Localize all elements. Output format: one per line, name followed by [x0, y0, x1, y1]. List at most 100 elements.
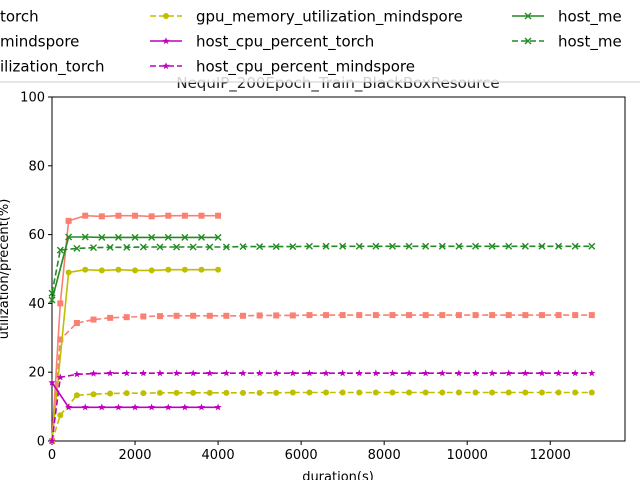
data-point — [522, 389, 529, 396]
data-point — [165, 212, 172, 219]
data-point — [114, 403, 123, 411]
data-point — [189, 243, 197, 251]
data-point — [388, 242, 396, 250]
data-point — [488, 242, 496, 250]
data-point — [522, 312, 529, 319]
data-point — [521, 369, 529, 377]
data-point — [256, 389, 263, 396]
legend-label: mindspore — [0, 33, 79, 51]
data-point — [148, 213, 155, 220]
data-point — [56, 373, 64, 381]
legend-swatch-marker — [162, 62, 170, 70]
data-point — [123, 390, 130, 397]
data-point — [48, 378, 56, 386]
data-point — [81, 233, 89, 241]
data-point — [115, 212, 122, 219]
data-point — [132, 212, 139, 219]
data-point — [181, 403, 189, 411]
y-tick-label: 80 — [28, 159, 45, 174]
legend-swatch-marker — [524, 37, 532, 45]
data-point — [131, 233, 139, 241]
data-point — [355, 369, 363, 377]
data-point — [164, 403, 172, 411]
data-point — [439, 389, 446, 396]
data-point — [156, 369, 164, 377]
data-point — [90, 391, 97, 398]
data-point — [538, 369, 546, 377]
data-point — [289, 389, 296, 396]
data-point — [90, 316, 97, 323]
legend-label: host_me — [558, 8, 622, 27]
data-point — [123, 243, 131, 251]
data-point — [455, 369, 463, 377]
x-tick-label: 0 — [48, 448, 56, 463]
legend-item-gpu_memory_utilization_mindspore: gpu_memory_utilization_mindspore — [150, 8, 463, 27]
data-point — [190, 312, 197, 319]
data-point — [156, 313, 163, 320]
data-point — [73, 320, 80, 327]
data-point — [206, 369, 214, 377]
legend-label: host_me — [558, 33, 622, 52]
series-host_cpu_percent_mindspore — [48, 369, 596, 445]
x-axis: 0 2000 4000 6000 8000 10000 12000 — [48, 441, 571, 463]
data-point — [472, 242, 480, 250]
data-point — [189, 369, 197, 377]
data-point — [322, 242, 330, 250]
data-point — [106, 243, 114, 251]
data-point — [422, 242, 430, 250]
data-point — [289, 369, 297, 377]
data-point — [98, 213, 105, 220]
data-point — [156, 243, 164, 251]
data-point — [214, 233, 222, 241]
data-point — [554, 369, 563, 377]
data-point — [505, 369, 513, 377]
data-point — [488, 369, 496, 377]
data-point — [107, 314, 114, 321]
data-point — [240, 389, 246, 396]
x-tick-label: 12000 — [530, 448, 571, 463]
y-tick-label: 40 — [28, 297, 45, 312]
data-point — [82, 266, 89, 273]
legend-label: ilization_torch — [0, 58, 104, 77]
data-point — [57, 336, 64, 343]
data-point — [198, 266, 205, 273]
data-point — [56, 246, 64, 254]
data-point — [588, 312, 595, 319]
series-gpu_percent_torch — [49, 212, 222, 444]
legend-label: host_cpu_percent_torch — [196, 33, 374, 52]
data-point — [405, 242, 413, 250]
legend-item-host_memory_percent_torch: host_me — [512, 8, 622, 27]
data-point — [588, 242, 596, 250]
data-point — [239, 243, 247, 251]
data-point — [372, 312, 379, 319]
data-point — [82, 212, 89, 219]
data-point — [65, 233, 73, 241]
data-point — [240, 312, 246, 319]
data-point — [239, 369, 247, 377]
data-point — [422, 389, 429, 396]
data-point — [156, 389, 163, 396]
data-point — [323, 389, 330, 396]
data-point — [190, 389, 197, 396]
legend-item-gpu_percent_torch: torch — [0, 8, 39, 26]
data-point — [140, 390, 147, 397]
data-point — [206, 312, 213, 319]
x-tick-label: 4000 — [202, 448, 235, 463]
legend-label: gpu_memory_utilization_mindspore — [196, 8, 463, 27]
legend-item-gpu_memory_utilization_torch: ilization_torch — [0, 58, 104, 77]
data-point — [322, 369, 330, 377]
data-point — [64, 403, 73, 411]
data-point — [538, 389, 545, 396]
data-point — [98, 403, 106, 411]
data-point — [139, 243, 147, 251]
data-point — [455, 242, 463, 250]
data-point — [206, 389, 213, 396]
data-point — [223, 389, 230, 396]
series-gpu_percent_mindspore — [49, 312, 595, 444]
series-line-gpu_memory_utilization_torch — [51, 268, 219, 442]
data-point — [57, 300, 64, 307]
data-point — [197, 403, 206, 411]
x-tick-label: 8000 — [368, 448, 401, 463]
data-point — [256, 312, 263, 319]
data-point — [306, 312, 313, 319]
